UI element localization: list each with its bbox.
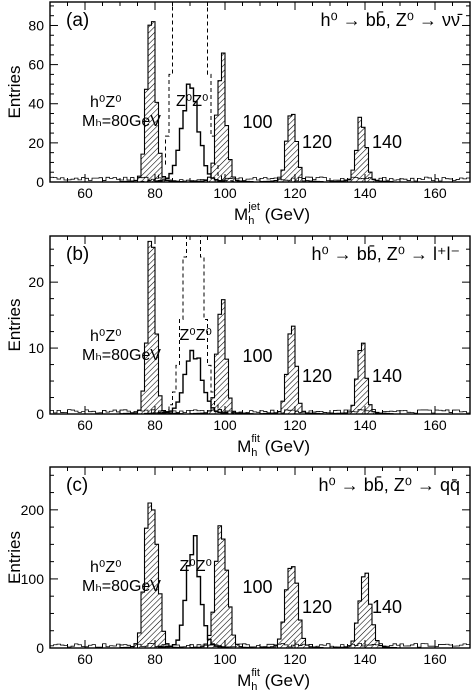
y-tick-label: 60	[28, 57, 44, 73]
x-tick-label: 140	[353, 651, 377, 667]
y-tick-label: 0	[36, 174, 44, 190]
y-tick-label: 40	[28, 96, 44, 112]
zz-label: Z⁰Z⁰	[176, 93, 208, 110]
hz-label: h⁰Z⁰	[90, 94, 122, 111]
x-tick-label: 60	[77, 185, 93, 201]
x-tick-label: 120	[283, 417, 307, 433]
panel-label: (b)	[66, 244, 89, 265]
zz-label: Z⁰Z⁰	[180, 327, 212, 344]
y-tick-label: 100	[21, 571, 45, 587]
process-label: h⁰ → bb̄, Z⁰ → νν̄	[321, 10, 463, 30]
hz-label: h⁰Z⁰	[90, 559, 122, 576]
y-axis-label: Entries	[5, 531, 24, 584]
x-tick-label: 80	[147, 185, 163, 201]
y-tick-label: 0	[36, 406, 44, 422]
y-tick-label: 0	[36, 640, 44, 656]
signal-histogram	[329, 116, 394, 182]
x-tick-label: 160	[423, 417, 447, 433]
mass-label-100: 100	[243, 346, 273, 366]
mass-label-140: 140	[372, 597, 402, 617]
mass-label-120: 120	[302, 366, 332, 386]
y-axis-label: Entries	[5, 299, 24, 352]
x-tick-label: 100	[213, 417, 237, 433]
mass-label-140: 140	[372, 366, 402, 386]
panel-c: 60 80 100 120 140 160 0 100 200 Entries Mhfit (GeV…	[5, 466, 471, 693]
process-label: h⁰ → bb̄, Z⁰ → qq̄	[319, 475, 461, 495]
signal-histogram	[119, 502, 184, 648]
signal-histogram	[259, 566, 324, 648]
mass-label-140: 140	[372, 132, 402, 152]
x-axis-label: Mhfit (GeV)	[237, 433, 310, 459]
panel-label: (a)	[66, 10, 89, 31]
y-tick-label: 10	[28, 340, 44, 356]
x-tick-label: 120	[283, 651, 307, 667]
x-axis-label: Mhjet (GeV)	[234, 201, 310, 227]
zz-label: Z⁰Z⁰	[180, 558, 212, 575]
y-tick-label: 80	[28, 17, 44, 33]
mass-label-100: 100	[243, 112, 273, 132]
mh-label: Mₕ=80GeV	[82, 347, 161, 364]
signal-histogram	[189, 52, 254, 182]
signal-histogram	[119, 240, 184, 414]
mass-label-120: 120	[302, 132, 332, 152]
signal-histogram	[189, 525, 254, 648]
mass-label-100: 100	[243, 577, 273, 597]
x-tick-label: 140	[353, 417, 377, 433]
x-tick-label: 140	[353, 185, 377, 201]
signal-histogram	[119, 21, 184, 182]
y-tick-label: 20	[28, 274, 44, 290]
zz-histogram	[157, 349, 229, 414]
zz-histogram	[154, 83, 225, 182]
x-tick-label: 160	[423, 651, 447, 667]
x-tick-label: 100	[213, 185, 237, 201]
panel-label: (c)	[66, 475, 88, 496]
mass-label-120: 120	[302, 597, 332, 617]
x-tick-label: 160	[423, 185, 447, 201]
x-tick-label: 80	[147, 417, 163, 433]
x-tick-label: 80	[147, 651, 163, 667]
mh-label: Mₕ=80GeV	[82, 113, 161, 130]
hz-label: h⁰Z⁰	[90, 328, 122, 345]
x-tick-label: 120	[283, 185, 307, 201]
process-label: h⁰ → bb̄, Z⁰ → l⁺l⁻	[312, 244, 460, 264]
signal-histogram	[259, 113, 324, 182]
y-axis-label: Entries	[5, 66, 24, 119]
panel-a: 60 80 100 120 140 160 0 20 40 60 80 Entries Mhjet (G…	[5, 1, 471, 227]
y-tick-label: 20	[28, 135, 44, 151]
x-tick-label: 60	[77, 417, 93, 433]
x-tick-label: 100	[213, 651, 237, 667]
mh-label: Mₕ=80GeV	[82, 578, 161, 595]
x-tick-label: 60	[77, 651, 93, 667]
y-tick-label: 200	[21, 502, 45, 518]
zz-histogram	[157, 534, 229, 648]
x-axis-label: Mhfit (GeV)	[237, 667, 310, 693]
